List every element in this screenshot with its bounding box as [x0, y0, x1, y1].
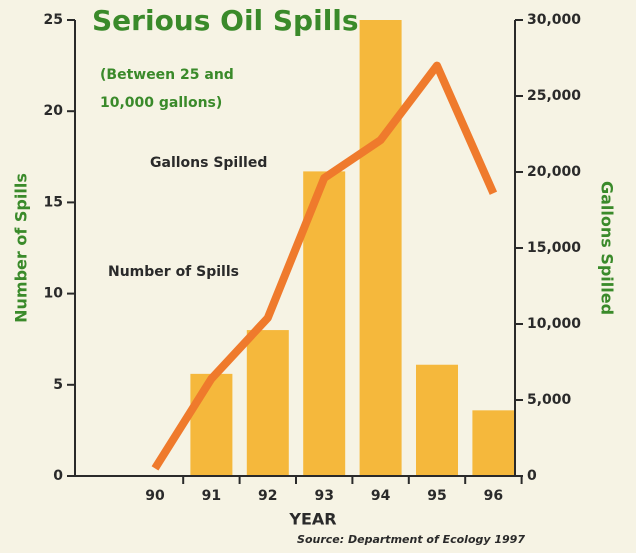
x-tick-label: 92	[258, 488, 277, 504]
x-tick-label: 94	[371, 488, 391, 504]
y2-tick-label: 20,000	[527, 164, 581, 180]
line	[151, 61, 498, 471]
y2-tick-label: 15,000	[527, 240, 581, 256]
bar	[246, 330, 289, 476]
y-tick-label: 20	[44, 103, 64, 119]
subtitle: 10,000 gallons)	[100, 95, 222, 111]
x-tick-label: 90	[145, 488, 165, 504]
y2-tick-label: 0	[527, 468, 537, 484]
bar	[416, 364, 458, 476]
y-tick-label: 25	[44, 12, 63, 28]
chart-title: Serious Oil Spills	[92, 4, 359, 37]
y-tick-label: 0	[53, 468, 63, 484]
x-tick-label: 91	[202, 488, 221, 504]
y-tick-label: 15	[44, 194, 63, 210]
source: Source: Department of Ecology 1997	[297, 533, 525, 546]
y2-tick-label: 5,000	[527, 392, 572, 408]
bar	[190, 373, 233, 476]
y2-tick-label: 25,000	[527, 88, 581, 104]
legend-label: Gallons Spilled	[150, 155, 267, 171]
bar	[472, 410, 515, 476]
y-tick-label: 10	[44, 286, 64, 302]
x-tick-label: 93	[314, 488, 333, 504]
bar	[359, 20, 402, 476]
x-tick-label: 96	[484, 488, 503, 504]
y-axis-label: Number of Spills	[12, 173, 31, 323]
y2-tick-label: 30,000	[527, 12, 581, 28]
subtitle: (Between 25 and	[100, 67, 234, 83]
x-axis-label: YEAR	[288, 510, 336, 529]
x-tick-label: 95	[427, 488, 446, 504]
y2-tick-label: 10,000	[527, 316, 581, 332]
y2-axis-label: Gallons Spilled	[598, 181, 617, 315]
y-tick-label: 5	[53, 377, 63, 393]
legend-label: Number of Spills	[108, 264, 239, 280]
